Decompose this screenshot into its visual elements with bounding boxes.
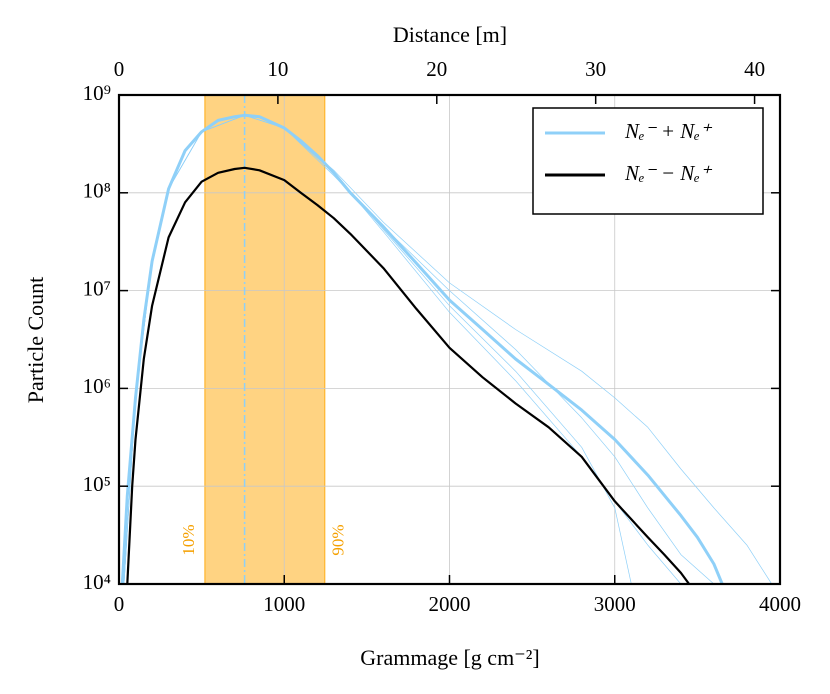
x2-tick-label: 20 (426, 57, 447, 81)
series-line (126, 166, 690, 584)
band-label: 90% (329, 524, 348, 555)
y-tick-label: 10⁷ (83, 276, 111, 300)
y-axis-label: Particle Count (23, 277, 48, 403)
legend-label: Nₑ⁻ + Nₑ⁺ (624, 119, 713, 143)
x2-tick-label: 10 (267, 57, 288, 81)
x-tick-label: 4000 (759, 592, 801, 616)
x-tick-label: 3000 (594, 592, 636, 616)
plot-area (120, 95, 772, 584)
x-tick-label: 0 (114, 592, 125, 616)
x2-tick-label: 30 (585, 57, 606, 81)
x2-axis-label: Distance [m] (393, 22, 507, 47)
percentile-band (204, 95, 325, 584)
x2-tick-label: 0 (114, 57, 125, 81)
x-axis-label: Grammage [g cm⁻²] (360, 645, 539, 670)
y-tick-label: 10⁶ (83, 374, 111, 398)
legend-box (532, 107, 764, 215)
y-tick-label: 10⁹ (83, 81, 111, 105)
x2-tick-label: 40 (744, 57, 765, 81)
y-tick-label: 10⁸ (83, 179, 111, 203)
x-tick-label: 1000 (263, 592, 305, 616)
y-tick-label: 10⁴ (83, 570, 111, 594)
legend: Nₑ⁻ + Nₑ⁺ Nₑ⁻ − Nₑ⁺ (532, 107, 764, 215)
legend-label: Nₑ⁻ − Nₑ⁺ (624, 161, 713, 185)
y-tick-label: 10⁵ (83, 472, 111, 496)
x-tick-label: 2000 (429, 592, 471, 616)
series-line (120, 113, 724, 584)
band-label: 10% (179, 524, 198, 555)
